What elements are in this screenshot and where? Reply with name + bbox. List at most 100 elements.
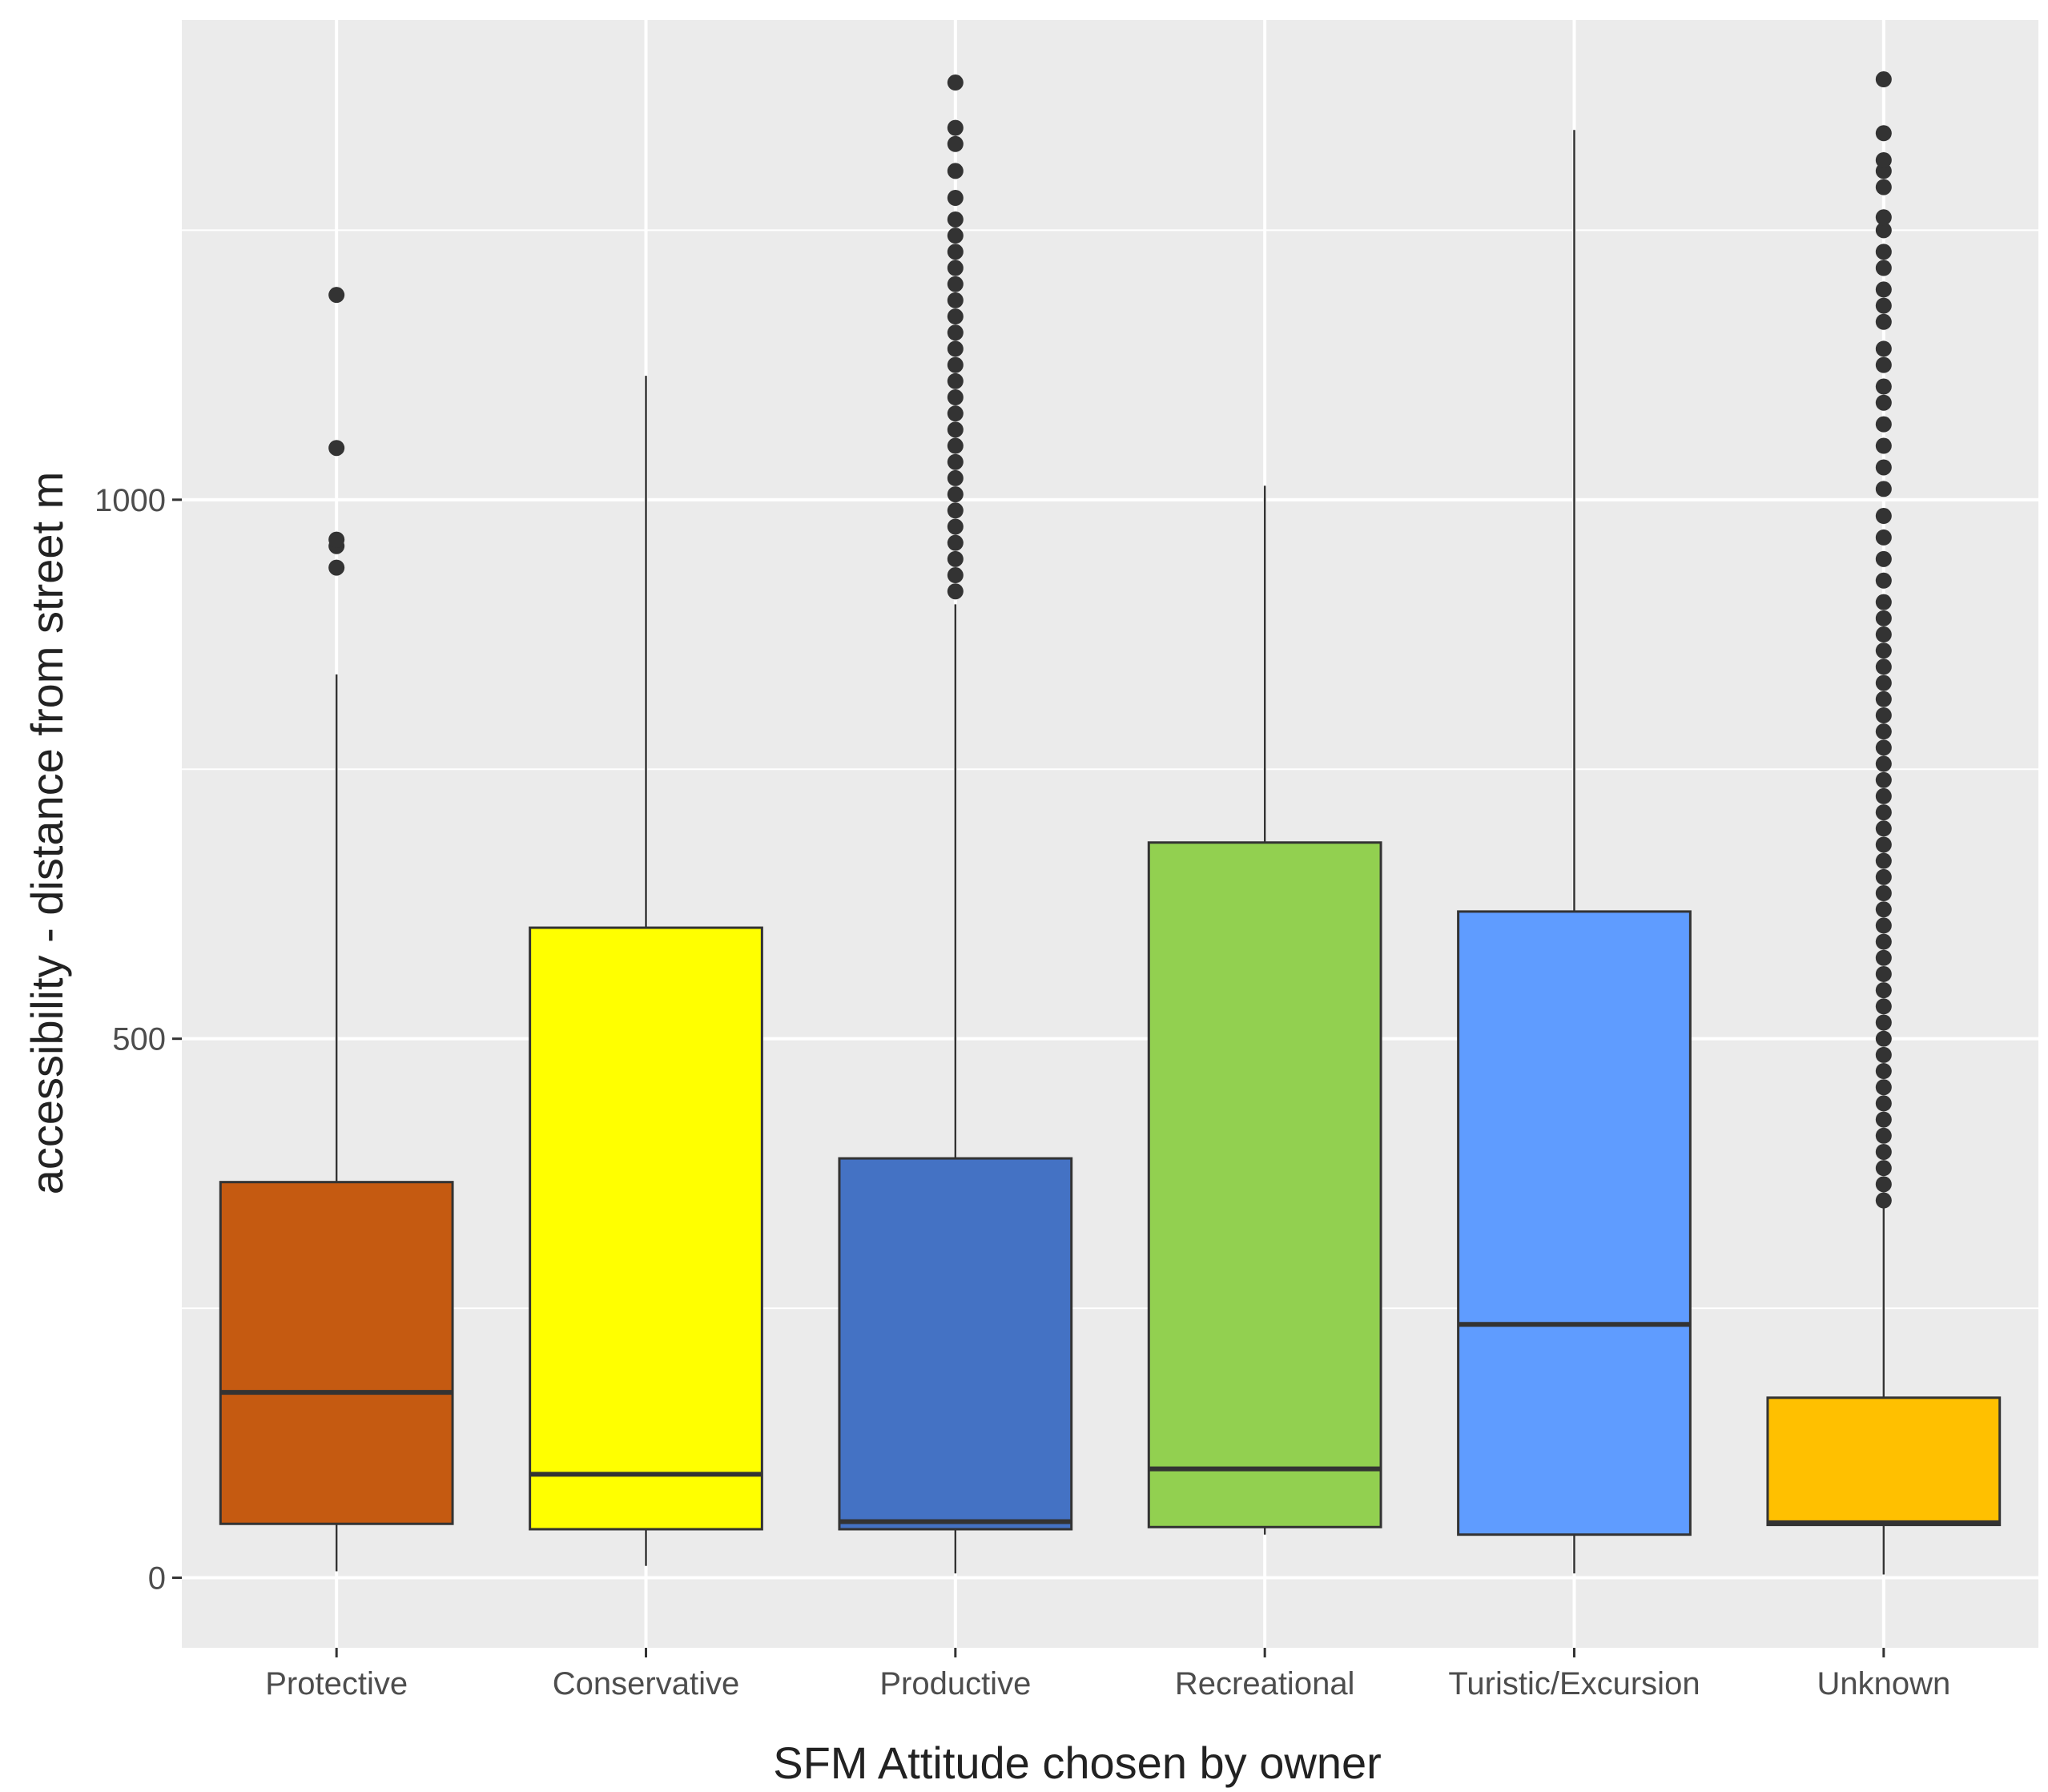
box-conservative <box>529 376 763 1566</box>
outlier-point <box>1875 787 1892 804</box>
outlier-point <box>1875 209 1892 226</box>
outlier-point <box>947 469 964 486</box>
outlier-point <box>947 405 964 422</box>
outlier-point <box>947 534 964 551</box>
outlier-point <box>947 74 964 91</box>
outlier-point <box>1875 1014 1892 1031</box>
outlier-point <box>1875 610 1892 626</box>
outlier-point <box>947 260 964 276</box>
outlier-point <box>1875 965 1892 982</box>
outlier-point <box>1875 529 1892 546</box>
outlier-point <box>1875 481 1892 497</box>
outlier-point <box>1875 437 1892 454</box>
outlier-point <box>1875 1192 1892 1209</box>
outlier-point <box>947 228 964 244</box>
outlier-point <box>1875 508 1892 525</box>
boxes <box>219 71 2002 1575</box>
outlier-point <box>1875 1160 1892 1177</box>
outlier-point <box>1875 1063 1892 1080</box>
outlier-point <box>1875 901 1892 918</box>
outlier-point <box>947 550 964 567</box>
outlier-point <box>1875 739 1892 756</box>
outlier-point <box>1875 281 1892 298</box>
outlier-point <box>1875 820 1892 837</box>
x-axis-title: SFM Attitude chosen by owner <box>773 1738 1382 1788</box>
outlier-point <box>1875 356 1892 373</box>
outlier-point <box>947 567 964 584</box>
box-body <box>1457 910 1692 1536</box>
outlier-point <box>1875 642 1892 659</box>
x-tick-label: Turistic/Excursion <box>1448 1666 1700 1701</box>
outlier-point <box>1875 125 1892 142</box>
box-body <box>1766 1396 2002 1527</box>
y-axis-ticks: 0 500 1000 <box>95 483 182 1597</box>
outlier-point <box>1875 982 1892 999</box>
outlier-point <box>1875 917 1892 934</box>
outlier-point <box>1875 691 1892 707</box>
outlier-point <box>1875 836 1892 853</box>
outlier-point <box>328 440 345 457</box>
outlier-point <box>1875 675 1892 691</box>
x-tick-label: Recreational <box>1175 1666 1355 1701</box>
outlier-point <box>1875 459 1892 476</box>
outlier-point <box>1875 658 1892 675</box>
outlier-point <box>947 163 964 179</box>
outlier-point <box>1875 852 1892 869</box>
box-unknown <box>1766 71 2002 1575</box>
x-tick-label: Productive <box>879 1666 1031 1701</box>
outlier-point <box>1875 550 1892 567</box>
outlier-point <box>1875 594 1892 610</box>
outlier-point <box>1875 1111 1892 1128</box>
outlier-point <box>1875 771 1892 788</box>
outlier-point <box>947 583 964 600</box>
box-body <box>1147 841 1382 1528</box>
box-recreational <box>1147 485 1382 1535</box>
x-axis-ticks: Protective Conservative Productive Recreati… <box>265 1648 1950 1701</box>
outlier-point <box>1875 260 1892 276</box>
outlier-point <box>1875 723 1892 740</box>
outlier-point <box>947 276 964 292</box>
outlier-point <box>1875 151 1892 168</box>
outlier-point <box>1875 755 1892 772</box>
outlier-point <box>947 453 964 470</box>
outlier-point <box>947 308 964 325</box>
box-body <box>838 1157 1073 1531</box>
outlier-point <box>947 356 964 373</box>
outlier-point <box>1875 340 1892 357</box>
x-tick-label: Protective <box>265 1666 408 1701</box>
outlier-point <box>947 244 964 260</box>
outlier-point <box>947 486 964 503</box>
y-tick-label: 0 <box>148 1561 166 1597</box>
outlier-point <box>947 502 964 519</box>
y-tick-label: 1000 <box>95 483 166 518</box>
outlier-point <box>1875 572 1892 589</box>
outlier-point <box>1875 244 1892 260</box>
y-tick-label: 500 <box>112 1022 166 1057</box>
outlier-point <box>1875 1127 1892 1144</box>
box-turistic-excursion <box>1457 130 1692 1574</box>
x-tick-label: Conservative <box>553 1666 739 1701</box>
outlier-point <box>1875 1079 1892 1096</box>
outlier-point <box>1875 1046 1892 1063</box>
outlier-point <box>1875 1095 1892 1112</box>
outlier-point <box>947 119 964 136</box>
outlier-point <box>947 190 964 207</box>
outlier-point <box>947 135 964 152</box>
outlier-point <box>1875 626 1892 643</box>
outlier-point <box>328 287 345 304</box>
outlier-point <box>947 211 964 228</box>
x-tick-label: Unknown <box>1817 1666 1950 1701</box>
outlier-point <box>1875 297 1892 314</box>
outlier-point <box>1875 179 1892 195</box>
outlier-point <box>1875 885 1892 902</box>
outlier-point <box>947 518 964 535</box>
outlier-point <box>947 421 964 438</box>
box-protective <box>219 287 454 1572</box>
outlier-point <box>1875 1176 1892 1193</box>
box-body <box>529 926 763 1531</box>
outlier-point <box>1875 222 1892 239</box>
box-productive <box>838 74 1073 1574</box>
outlier-point <box>1875 1143 1892 1160</box>
outlier-point <box>1875 804 1892 821</box>
